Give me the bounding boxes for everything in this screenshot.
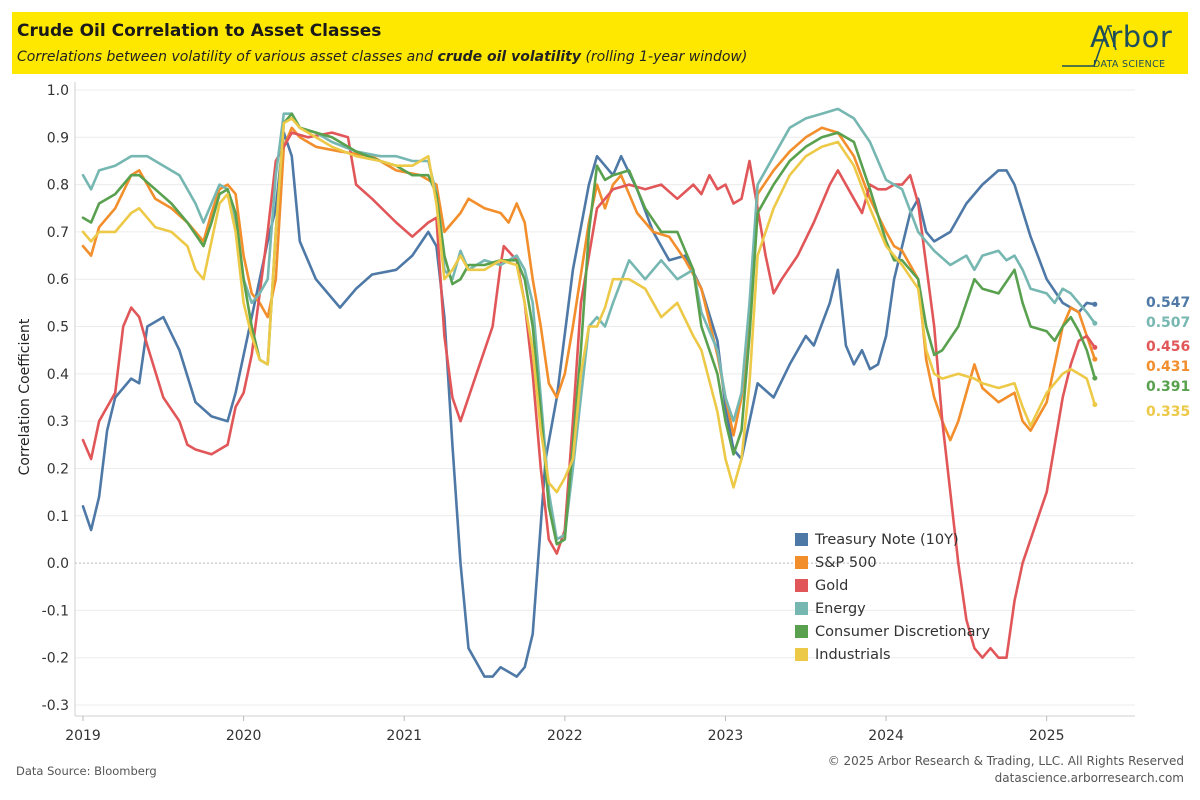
series-line <box>81 117 1097 494</box>
y-tick-label: 0.0 <box>47 556 69 572</box>
x-tick-label: 2023 <box>708 728 744 744</box>
series-end-dot <box>1092 301 1098 307</box>
y-tick-label: 0.9 <box>47 130 69 146</box>
legend-swatch <box>795 556 808 569</box>
y-tick-label: 0.3 <box>47 414 69 430</box>
series-layer <box>81 107 1098 678</box>
y-tick-label: 0.6 <box>47 272 69 288</box>
series-end-dot <box>1092 375 1098 381</box>
logo-word: Arbor <box>1090 20 1173 54</box>
legend-swatch <box>795 579 808 592</box>
chart-legend: Treasury Note (10Y) S&P 500 Gold Energy Cons… <box>795 528 990 666</box>
arbor-logo: Arbor DATA SCIENCE <box>1060 16 1184 72</box>
data-source: Data Source: Bloomberg <box>16 764 157 778</box>
series-end-label: 0.391 <box>1146 379 1191 395</box>
series-line <box>81 131 1097 659</box>
y-tick-label: 0.1 <box>47 509 69 525</box>
legend-label: Energy <box>815 600 866 617</box>
y-tick-label: 0.4 <box>47 367 69 383</box>
x-tick-label: 2019 <box>65 728 101 744</box>
legend-item: Industrials <box>795 643 990 666</box>
x-tick-label: 2024 <box>868 728 904 744</box>
legend-swatch <box>795 533 808 546</box>
copyright: © 2025 Arbor Research & Trading, LLC. Al… <box>827 754 1184 768</box>
legend-item: Consumer Discretionary <box>795 620 990 643</box>
legend-label: Industrials <box>815 646 891 663</box>
y-tick-label: -0.3 <box>42 698 69 714</box>
y-tick-label: 0.8 <box>47 178 69 194</box>
chart-title: Crude Oil Correlation to Asset Classes <box>17 21 382 41</box>
series-end-label: 0.547 <box>1146 295 1191 311</box>
subtitle-post: (rolling 1-year window) <box>581 49 748 65</box>
y-tick-label: 0.2 <box>47 461 69 477</box>
series-end-label: 0.335 <box>1146 404 1191 420</box>
arbor-logo-mark-icon <box>1062 25 1117 67</box>
series-end-dot <box>1092 356 1098 362</box>
x-tick-label: 2025 <box>1029 728 1065 744</box>
legend-label: S&P 500 <box>815 554 877 571</box>
header-banner: Crude Oil Correlation to Asset Classes C… <box>12 12 1188 74</box>
legend-item: Energy <box>795 597 990 620</box>
legend-item: Treasury Note (10Y) <box>795 528 990 551</box>
legend-item: Gold <box>795 574 990 597</box>
subtitle-pre: Correlations between volatility of vario… <box>17 49 438 65</box>
legend-item: S&P 500 <box>795 551 990 574</box>
series-end-dot <box>1092 402 1098 408</box>
y-axis-label: Correlation Coefficient <box>17 318 33 475</box>
x-tick-label: 2020 <box>226 728 262 744</box>
legend-label: Consumer Discretionary <box>815 623 991 640</box>
logo-subtitle: DATA SCIENCE <box>1093 59 1166 70</box>
legend-swatch <box>795 648 808 661</box>
y-tick-label: 0.7 <box>47 225 69 241</box>
y-tick-label: 1.0 <box>47 83 69 99</box>
legend-label: Treasury Note (10Y) <box>815 531 959 548</box>
series-line <box>81 107 1097 541</box>
legend-swatch <box>795 602 808 615</box>
series-end-dot <box>1092 344 1098 350</box>
y-tick-label: 0.5 <box>47 320 69 336</box>
x-tick-label: 2021 <box>386 728 422 744</box>
series-line <box>81 112 1097 546</box>
series-end-label: 0.507 <box>1146 315 1191 331</box>
y-tick-label: -0.1 <box>42 603 69 619</box>
series-end-dot <box>1092 320 1098 326</box>
series-end-label: 0.456 <box>1146 339 1191 355</box>
series-end-label: 0.431 <box>1146 359 1191 375</box>
chart-subtitle: Correlations between volatility of vario… <box>17 49 747 65</box>
website-link[interactable]: datascience.arborresearch.com <box>994 771 1184 785</box>
axis-layer: 1.0 0.9 0.8 0.7 0.6 0.5 0.4 0.3 0.2 0.1 0.0 -0.1 -0.… <box>42 82 1135 744</box>
subtitle-bold: crude oil volatility <box>437 49 582 65</box>
x-tick-label: 2022 <box>547 728 583 744</box>
legend-swatch <box>795 625 808 638</box>
y-tick-label: -0.2 <box>42 651 69 667</box>
legend-label: Gold <box>815 577 849 594</box>
